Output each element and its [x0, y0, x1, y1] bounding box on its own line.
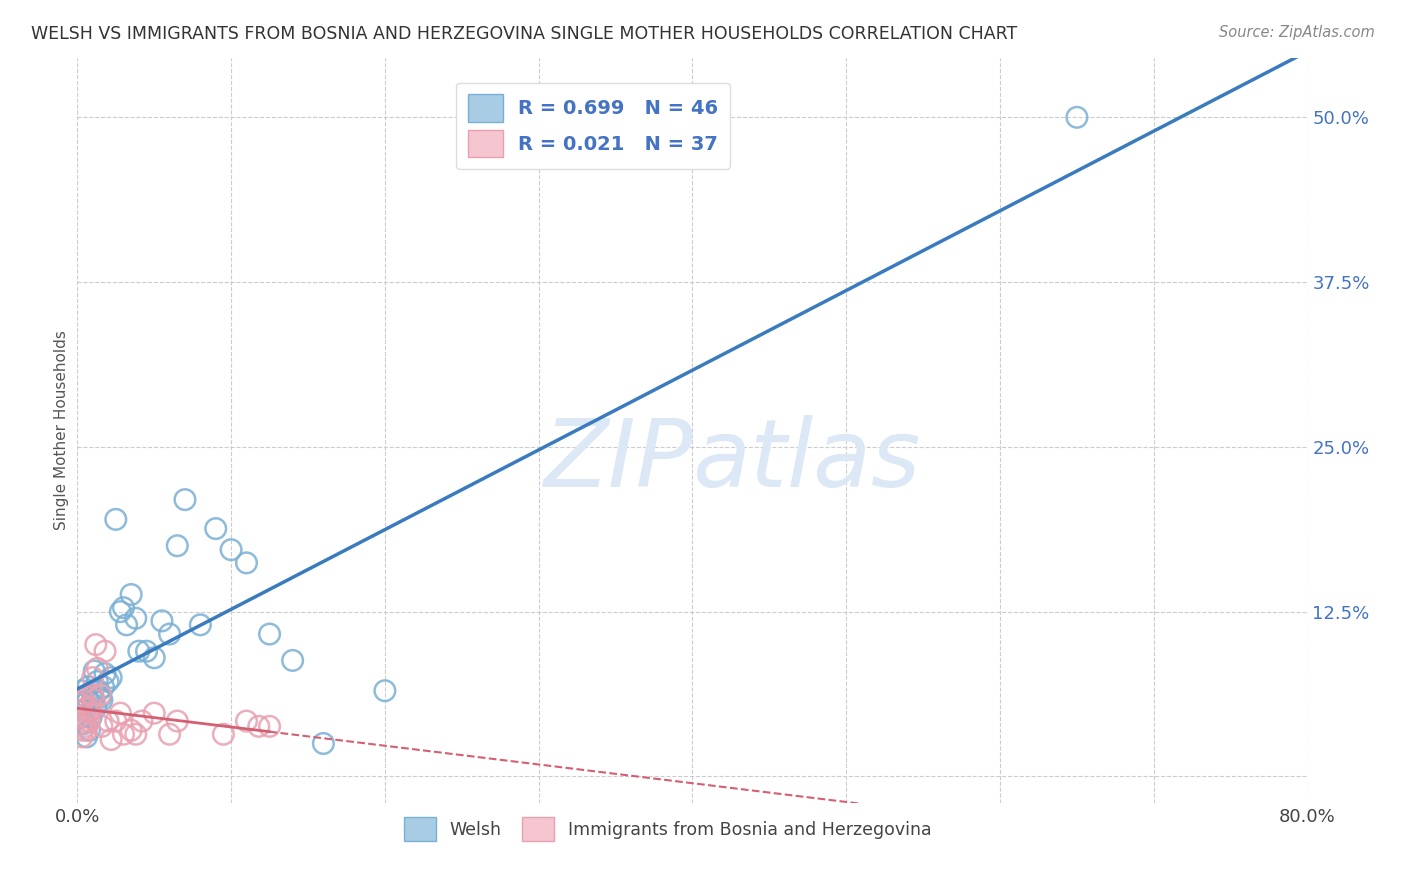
Point	[104, 714, 127, 728]
Point	[82, 688, 104, 702]
Point	[69, 697, 91, 711]
Point	[82, 693, 104, 707]
Legend: Welsh, Immigrants from Bosnia and Herzegovina: Welsh, Immigrants from Bosnia and Herzeg…	[396, 808, 939, 850]
Point	[212, 727, 235, 741]
Point	[97, 674, 120, 689]
Point	[159, 727, 181, 741]
Point	[235, 714, 257, 728]
Point	[112, 600, 135, 615]
Point	[76, 723, 98, 738]
Point	[72, 693, 94, 707]
Point	[73, 719, 96, 733]
Point	[159, 627, 181, 641]
Point	[69, 716, 91, 731]
Point	[79, 714, 101, 728]
Point	[188, 617, 212, 632]
Point	[166, 539, 188, 553]
Point	[67, 710, 90, 724]
Point	[67, 704, 90, 718]
Point	[115, 617, 138, 632]
Point	[82, 671, 104, 685]
Point	[84, 701, 107, 715]
Point	[70, 730, 93, 744]
Point	[80, 701, 103, 715]
Point	[281, 653, 304, 667]
Point	[219, 542, 242, 557]
Point	[70, 683, 93, 698]
Point	[90, 719, 114, 733]
Point	[72, 716, 94, 731]
Point	[1066, 111, 1088, 125]
Point	[247, 719, 270, 733]
Point	[67, 690, 90, 705]
Point	[259, 719, 281, 733]
Point	[69, 697, 91, 711]
Point	[94, 644, 117, 658]
Point	[110, 706, 132, 721]
Point	[128, 644, 150, 658]
Point	[79, 723, 101, 738]
Point	[82, 688, 104, 702]
Point	[97, 714, 120, 728]
Point	[84, 638, 107, 652]
Point	[120, 587, 142, 601]
Point	[83, 664, 105, 678]
Point	[125, 611, 148, 625]
Point	[89, 688, 111, 702]
Point	[89, 690, 111, 705]
Point	[135, 644, 157, 658]
Text: ZIP: ZIP	[543, 415, 693, 506]
Point	[235, 556, 257, 570]
Point	[131, 714, 153, 728]
Point	[77, 680, 100, 694]
Point	[70, 710, 93, 724]
Point	[110, 605, 132, 619]
Point	[76, 701, 98, 715]
Point	[90, 693, 114, 707]
Point	[100, 671, 122, 685]
Point	[150, 614, 173, 628]
Text: WELSH VS IMMIGRANTS FROM BOSNIA AND HERZEGOVINA SINGLE MOTHER HOUSEHOLDS CORRELA: WELSH VS IMMIGRANTS FROM BOSNIA AND HERZ…	[31, 25, 1017, 43]
Point	[80, 710, 103, 724]
Point	[94, 666, 117, 681]
Point	[166, 714, 188, 728]
Point	[120, 723, 142, 738]
Point	[83, 693, 105, 707]
Point	[77, 706, 100, 721]
Point	[374, 683, 396, 698]
Text: atlas: atlas	[693, 415, 921, 506]
Point	[86, 661, 108, 675]
Point	[73, 714, 96, 728]
Point	[104, 512, 127, 526]
Point	[93, 680, 115, 694]
Point	[204, 522, 226, 536]
Y-axis label: Single Mother Households: Single Mother Households	[53, 330, 69, 531]
Point	[112, 727, 135, 741]
Point	[100, 732, 122, 747]
Point	[125, 727, 148, 741]
Point	[312, 736, 335, 750]
Point	[73, 704, 96, 718]
Text: Source: ZipAtlas.com: Source: ZipAtlas.com	[1219, 25, 1375, 40]
Point	[76, 730, 98, 744]
Point	[259, 627, 281, 641]
Point	[77, 693, 100, 707]
Point	[86, 674, 108, 689]
Point	[70, 723, 93, 738]
Point	[73, 697, 96, 711]
Point	[174, 492, 197, 507]
Point	[143, 706, 166, 721]
Point	[143, 650, 166, 665]
Point	[87, 683, 110, 698]
